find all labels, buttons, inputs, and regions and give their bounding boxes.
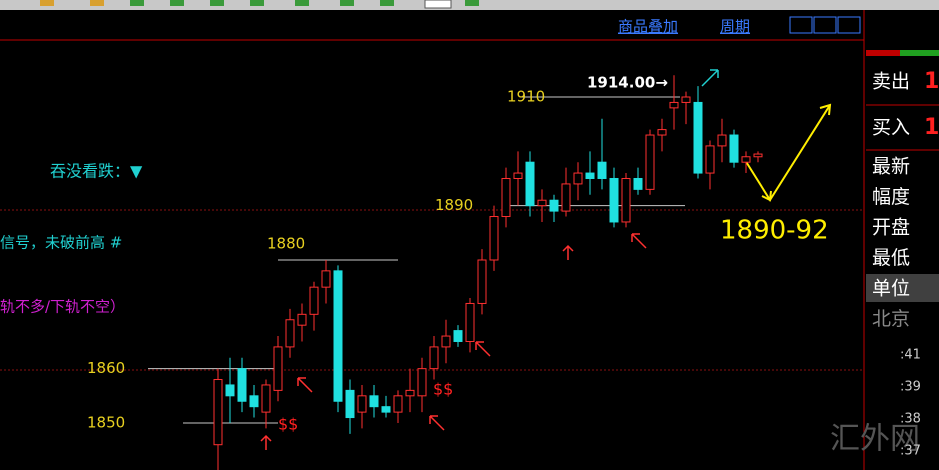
candle-body: [621, 177, 631, 223]
candle-body: [585, 172, 595, 179]
field-label: 最新: [872, 156, 910, 178]
candle-body: [237, 368, 247, 402]
candle-body: [333, 270, 343, 402]
forecast: 1890-92: [720, 216, 829, 246]
watermark: 汇外网: [830, 422, 920, 457]
candle-body: [273, 346, 283, 391]
signal-text: 信号，未破前高 #: [0, 234, 122, 252]
highlight: [866, 274, 939, 302]
bar: [900, 50, 939, 56]
level-label: 1890: [435, 196, 473, 214]
candle-body: [741, 156, 751, 163]
candle-body: [573, 172, 583, 185]
buy-price: 1: [924, 115, 939, 140]
level-label: 1850: [87, 413, 125, 431]
time-label: :37: [900, 444, 921, 459]
arrow: [701, 69, 719, 87]
candle-body: [705, 145, 715, 174]
signal-text: 吞没看跌：▼: [50, 162, 143, 181]
candle-body: [249, 395, 259, 408]
candle-body: [453, 330, 463, 342]
field-label: 单位: [872, 278, 910, 300]
candle-body: [633, 177, 643, 190]
candle-body: [309, 286, 319, 315]
overlay-button[interactable]: 商品叠加: [618, 18, 678, 36]
candle-body: [501, 177, 511, 218]
candle-body: [753, 153, 763, 158]
field-label: 最低: [872, 247, 910, 269]
candle-body: [561, 183, 571, 212]
candle-body: [513, 172, 523, 179]
toolbar-icons: [40, 0, 479, 9]
candle-body: [441, 335, 451, 348]
level-label: 1910: [507, 88, 545, 106]
marker: $$: [433, 380, 453, 399]
field-label: 开盘: [872, 217, 910, 239]
candle-body: [537, 199, 547, 207]
candle-body: [477, 259, 487, 304]
time-label: :38: [900, 412, 921, 427]
candle-body: [285, 319, 295, 348]
candle-body: [489, 216, 499, 261]
candle-body: [657, 129, 667, 136]
signal-text: 轨不多/下轨不空）: [0, 298, 125, 316]
candle-body: [669, 101, 679, 109]
candle-body: [609, 177, 619, 223]
candle-body: [393, 395, 403, 413]
candle-body: [225, 384, 235, 397]
candle-body: [729, 134, 739, 163]
candle-body: [321, 270, 331, 288]
candle-body: [681, 96, 691, 103]
candle-body: [549, 199, 559, 212]
candle-body: [345, 389, 355, 419]
candle-body: [465, 302, 475, 342]
sell-label: 卖出: [872, 71, 910, 93]
nav-buttons[interactable]: [789, 16, 861, 34]
candle-body: [357, 395, 367, 413]
level-label: 1860: [87, 359, 125, 377]
forecast-path: [744, 103, 832, 202]
candle-body: [405, 389, 415, 397]
candle-body: [693, 101, 703, 174]
sell-price: 1: [924, 69, 939, 94]
candle-body: [369, 395, 379, 408]
arrows: [260, 233, 647, 450]
time-label: :41: [900, 348, 921, 363]
period-button[interactable]: 周期: [720, 18, 750, 36]
candle-body: [429, 346, 439, 370]
candle-body: [525, 161, 535, 207]
field-label: 北京: [872, 308, 910, 330]
time-label: :39: [900, 380, 921, 395]
field-label: 幅度: [872, 186, 910, 208]
marker: $$: [278, 415, 298, 434]
candle-body: [717, 134, 727, 147]
candle-body: [297, 313, 307, 326]
candle-body: [381, 406, 391, 413]
buy-label: 买入: [872, 117, 910, 139]
candle-body: [645, 134, 655, 190]
level-label: 1880: [267, 234, 305, 252]
candle-body: [261, 384, 271, 413]
high-label: 1914.00→: [587, 74, 668, 92]
candle-body: [597, 161, 607, 179]
candle-body: [417, 368, 427, 397]
candle-body: [213, 379, 223, 446]
